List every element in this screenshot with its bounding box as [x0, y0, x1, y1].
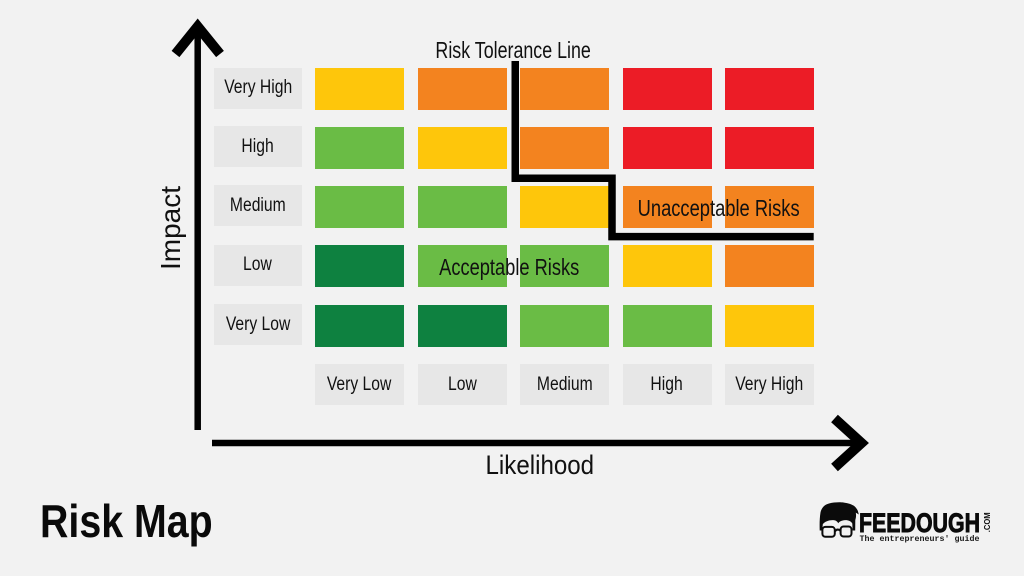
- svg-text:.COM: .COM: [982, 512, 992, 532]
- svg-text:FEEDOUGH: FEEDOUGH: [859, 508, 980, 538]
- svg-text:The entrepreneurs' guide: The entrepreneurs' guide: [860, 535, 980, 544]
